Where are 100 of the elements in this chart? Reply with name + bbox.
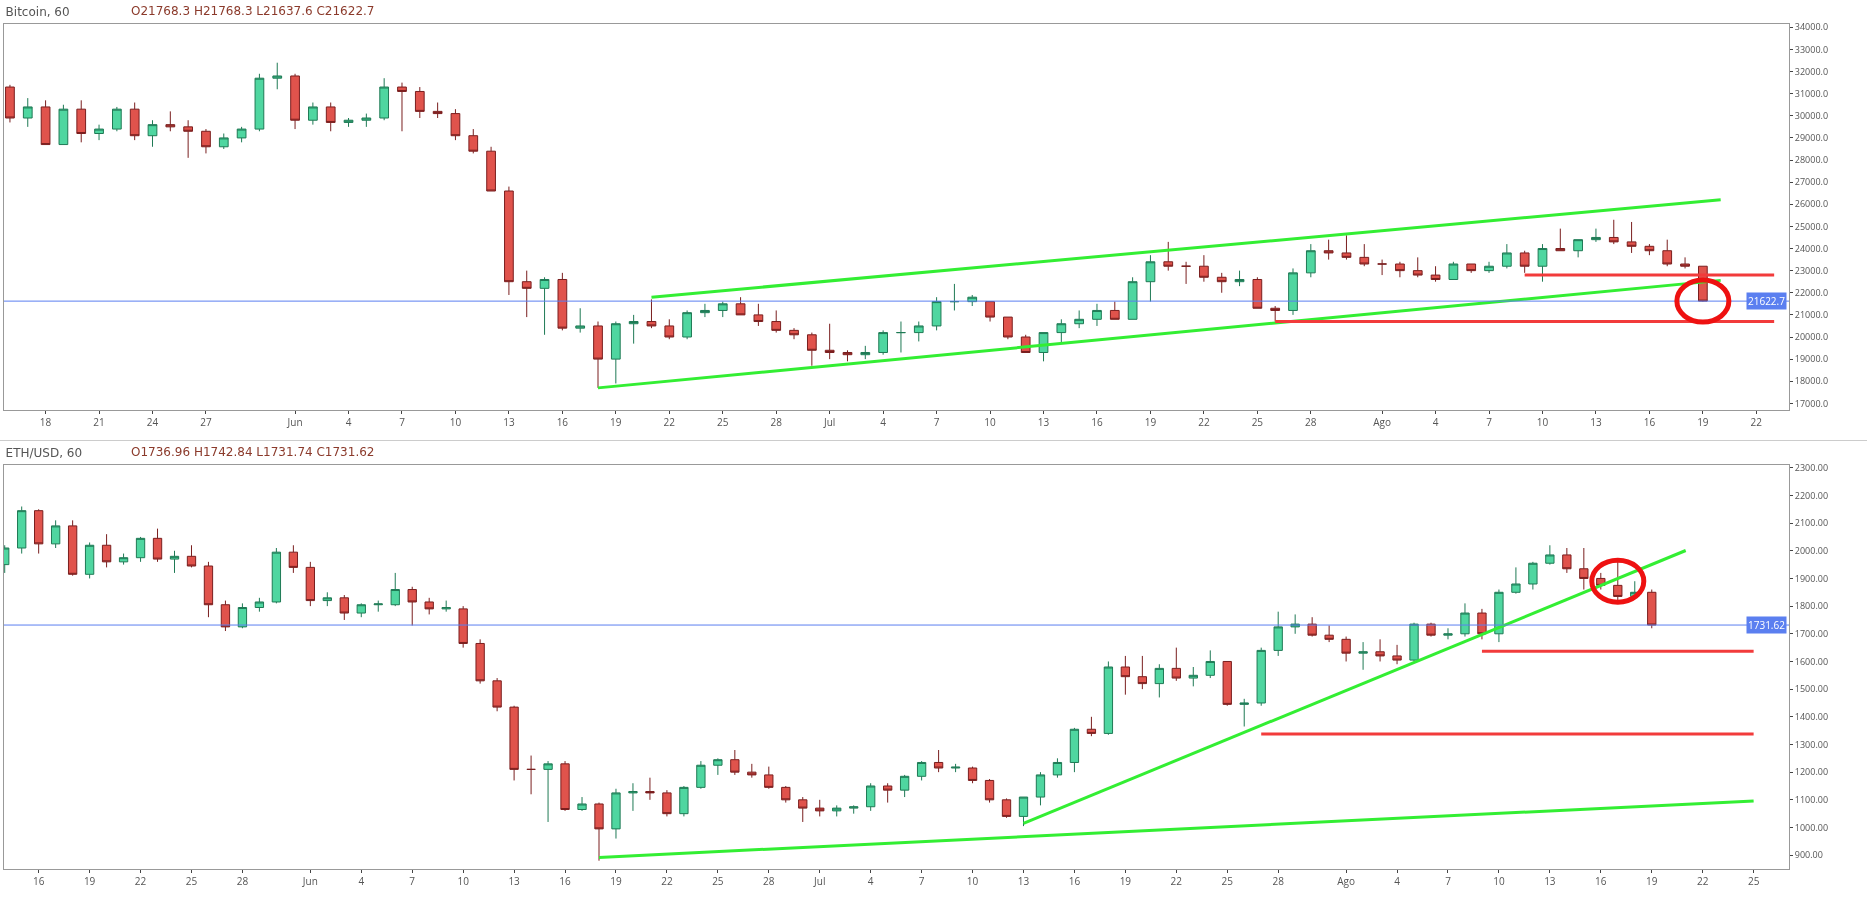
y-tick-label: 34000.0	[1794, 20, 1829, 34]
candlestick	[985, 301, 995, 323]
candlestick	[475, 638, 485, 685]
candlestick	[628, 782, 638, 812]
candlestick	[560, 760, 570, 812]
candlestick	[218, 133, 229, 150]
candlestick	[1323, 239, 1334, 261]
x-tick-label: 22	[663, 415, 676, 429]
candlestick	[933, 749, 944, 773]
candlestick	[967, 766, 978, 784]
candlestick	[1273, 611, 1283, 657]
y-tick-label: 25000.0	[1794, 219, 1829, 233]
candlestick	[58, 104, 69, 146]
x-tick-label: 16	[556, 415, 569, 429]
candlestick	[1163, 241, 1174, 272]
candlestick	[539, 276, 550, 336]
candlestick	[308, 102, 318, 126]
candlestick	[432, 102, 443, 119]
candlestick	[1341, 234, 1352, 261]
candlestick	[1644, 243, 1655, 256]
candlestick	[322, 591, 332, 607]
y-tick-label: 17000.0	[1794, 396, 1829, 410]
candlestick	[1252, 276, 1263, 309]
candlestick	[1305, 243, 1316, 278]
candlestick	[1288, 267, 1298, 316]
candlestick	[1484, 261, 1494, 274]
candlestick	[1662, 239, 1673, 267]
candlestick	[679, 785, 689, 817]
candlestick	[5, 84, 15, 123]
x-tick-label: 19	[83, 874, 96, 888]
candlestick	[509, 705, 519, 781]
y-tick-label: 32000.0	[1794, 64, 1829, 78]
x-tick-label: 10	[966, 874, 979, 888]
x-tick-label: 25	[1251, 415, 1264, 429]
y-tick-label: 1700.00	[1794, 626, 1829, 640]
candlestick	[1501, 243, 1512, 269]
candlestick	[254, 597, 265, 613]
candlestick	[492, 677, 502, 712]
candlestick	[50, 519, 61, 549]
candlestick	[1074, 309, 1085, 329]
x-tick-label: 7	[1445, 874, 1452, 888]
x-tick-label: 18	[39, 415, 52, 429]
candlestick	[1377, 259, 1387, 276]
candlestick	[521, 270, 532, 318]
x-tick-label: 19	[1697, 415, 1709, 429]
y-tick-label: 1000.00	[1794, 820, 1829, 834]
candlestick	[764, 766, 774, 790]
y-tick-label: 1600.00	[1794, 654, 1829, 668]
x-tick-label: 28	[1272, 874, 1285, 888]
x-tick-label: 22	[661, 874, 673, 888]
chart-title: Bitcoin, 60	[5, 5, 70, 20]
x-tick-label: 25	[717, 415, 729, 429]
candlestick	[1555, 228, 1566, 252]
candlestick	[730, 749, 740, 776]
candlestick	[1127, 276, 1138, 320]
candlestick	[789, 327, 799, 340]
y-tick-label: 21000.0	[1794, 308, 1829, 322]
candlestick	[1109, 301, 1120, 320]
y-tick-label: 2300.00	[1794, 460, 1829, 474]
x-tick-label: 25	[712, 874, 724, 888]
candlestick	[610, 321, 621, 384]
candlestick	[373, 600, 383, 613]
candlestick	[1001, 797, 1012, 819]
candlestick	[950, 763, 961, 773]
x-tick-label: 10	[984, 415, 997, 429]
x-tick-label: 22	[1750, 415, 1763, 429]
x-tick-label: 13	[508, 874, 521, 888]
candlestick	[700, 303, 710, 318]
candlestick	[1171, 647, 1181, 682]
candlestick	[543, 760, 553, 823]
y-tick-label: 19000.0	[1794, 352, 1829, 366]
candlestick	[1359, 243, 1370, 267]
candlestick	[1412, 256, 1423, 278]
y-tick-label: 1900.00	[1794, 571, 1829, 585]
candlestick	[883, 782, 893, 804]
candlestick	[806, 332, 817, 367]
candlestick	[713, 757, 723, 776]
y-tick-label: 2000.00	[1794, 543, 1829, 557]
candlestick	[798, 796, 808, 823]
chart-subtitle: O21768.3 H21768.3 L21637.6 C21622.7	[131, 4, 375, 18]
x-tick-label: Ago	[1337, 874, 1355, 888]
candlestick	[717, 301, 728, 318]
candlestick	[1579, 547, 1589, 591]
y-tick-label: 1800.00	[1794, 599, 1829, 613]
candlestick	[664, 318, 675, 340]
candlestick	[397, 82, 407, 132]
candlestick	[1608, 219, 1619, 245]
x-tick-label: 16	[32, 874, 45, 888]
candlestick	[1545, 544, 1555, 566]
x-tick-label: 25	[185, 874, 198, 888]
x-tick-label: Jul	[823, 415, 836, 429]
candlestick	[896, 321, 906, 353]
candlestick	[594, 802, 604, 862]
candlestick	[1239, 698, 1249, 727]
x-tick-label: 10	[1536, 415, 1549, 429]
candlestick	[878, 329, 888, 356]
x-tick-label: 19	[1646, 874, 1658, 888]
y-tick-label: 27000.0	[1794, 175, 1829, 189]
x-tick-label: 7	[409, 874, 416, 888]
x-tick-label: 13	[1590, 415, 1602, 429]
